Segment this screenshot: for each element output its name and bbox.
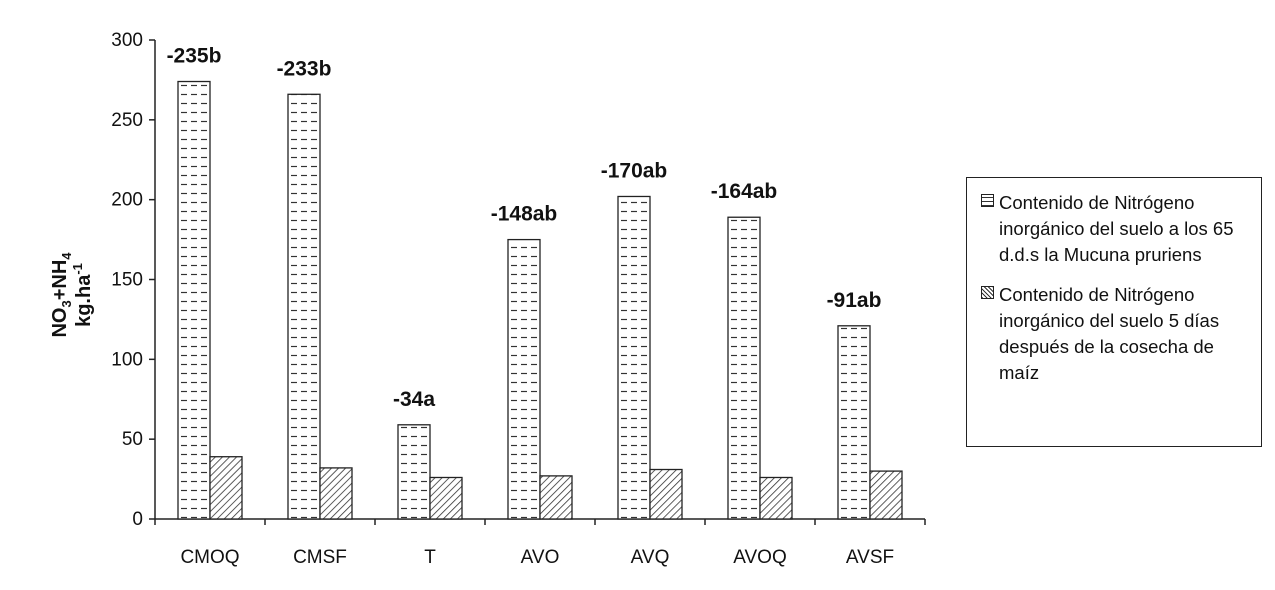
y-tick-label: 300 <box>111 30 143 51</box>
bar-series-1-avo <box>507 238 541 520</box>
bar-annotation: -148ab <box>491 203 558 226</box>
y-tick-label: 100 <box>111 349 143 370</box>
bar-series-1-t <box>397 424 431 520</box>
bar-series-1-avoq <box>727 216 761 520</box>
bar-annotation: -235b <box>167 45 222 68</box>
x-category-label: AVOQ <box>733 547 787 568</box>
bar-annotation: -164ab <box>711 180 778 203</box>
legend-swatch-dashed <box>981 194 994 207</box>
legend-entry-series-1: Contenido de Nitrógeno inorgánico del su… <box>981 190 1253 268</box>
bar-series-2-t <box>429 476 463 520</box>
legend: Contenido de Nitrógeno inorgánico del su… <box>966 177 1262 447</box>
x-category-label: AVQ <box>631 547 670 568</box>
y-axis-label-line2: kg.ha-1 <box>70 263 95 327</box>
bar-series-2-cmsf <box>319 467 353 520</box>
bar-series-2-avoq <box>759 476 793 520</box>
bar-series-1-cmoq <box>177 80 211 520</box>
plot-area: 0 50 100 150 200 250 300 CMOQ -235b CMSF -233b T -34… <box>111 30 926 568</box>
bar-annotation: -34a <box>393 388 435 411</box>
bar-series-2-avo <box>539 475 573 520</box>
bar-series-2-avsf <box>869 470 903 520</box>
y-axis-title: NO3+NH4 kg.ha-1 <box>49 252 95 338</box>
legend-swatch-hatched <box>981 286 994 299</box>
x-category-label: AVO <box>521 547 560 568</box>
bar-series-1-cmsf <box>287 93 321 520</box>
legend-label-series-1: Contenido de Nitrógeno inorgánico del su… <box>999 192 1234 265</box>
bar-annotation: -233b <box>277 57 332 80</box>
x-category-label: CMOQ <box>180 547 239 568</box>
y-tick-label: 50 <box>122 429 143 450</box>
x-category-label: T <box>424 547 436 568</box>
bar-annotation: -170ab <box>601 159 668 182</box>
legend-label-series-2: Contenido de Nitrógeno inorgánico del su… <box>999 284 1220 383</box>
bar-annotation: -91ab <box>827 289 882 312</box>
y-tick-label: 200 <box>111 190 143 211</box>
bar-series-1-avsf <box>837 325 871 520</box>
x-category-label: AVSF <box>846 547 894 568</box>
bar-series-2-cmoq <box>209 456 243 520</box>
y-tick-label: 0 <box>132 509 143 530</box>
y-axis-label-line1: NO3+NH4 <box>49 252 74 338</box>
x-category-label: CMSF <box>293 547 347 568</box>
bar-series-1-avq <box>617 195 651 520</box>
y-tick-label: 150 <box>111 270 143 291</box>
y-tick-label: 250 <box>111 110 143 131</box>
bar-series-2-avq <box>649 468 683 520</box>
legend-entry-series-2: Contenido de Nitrógeno inorgánico del su… <box>981 282 1253 386</box>
